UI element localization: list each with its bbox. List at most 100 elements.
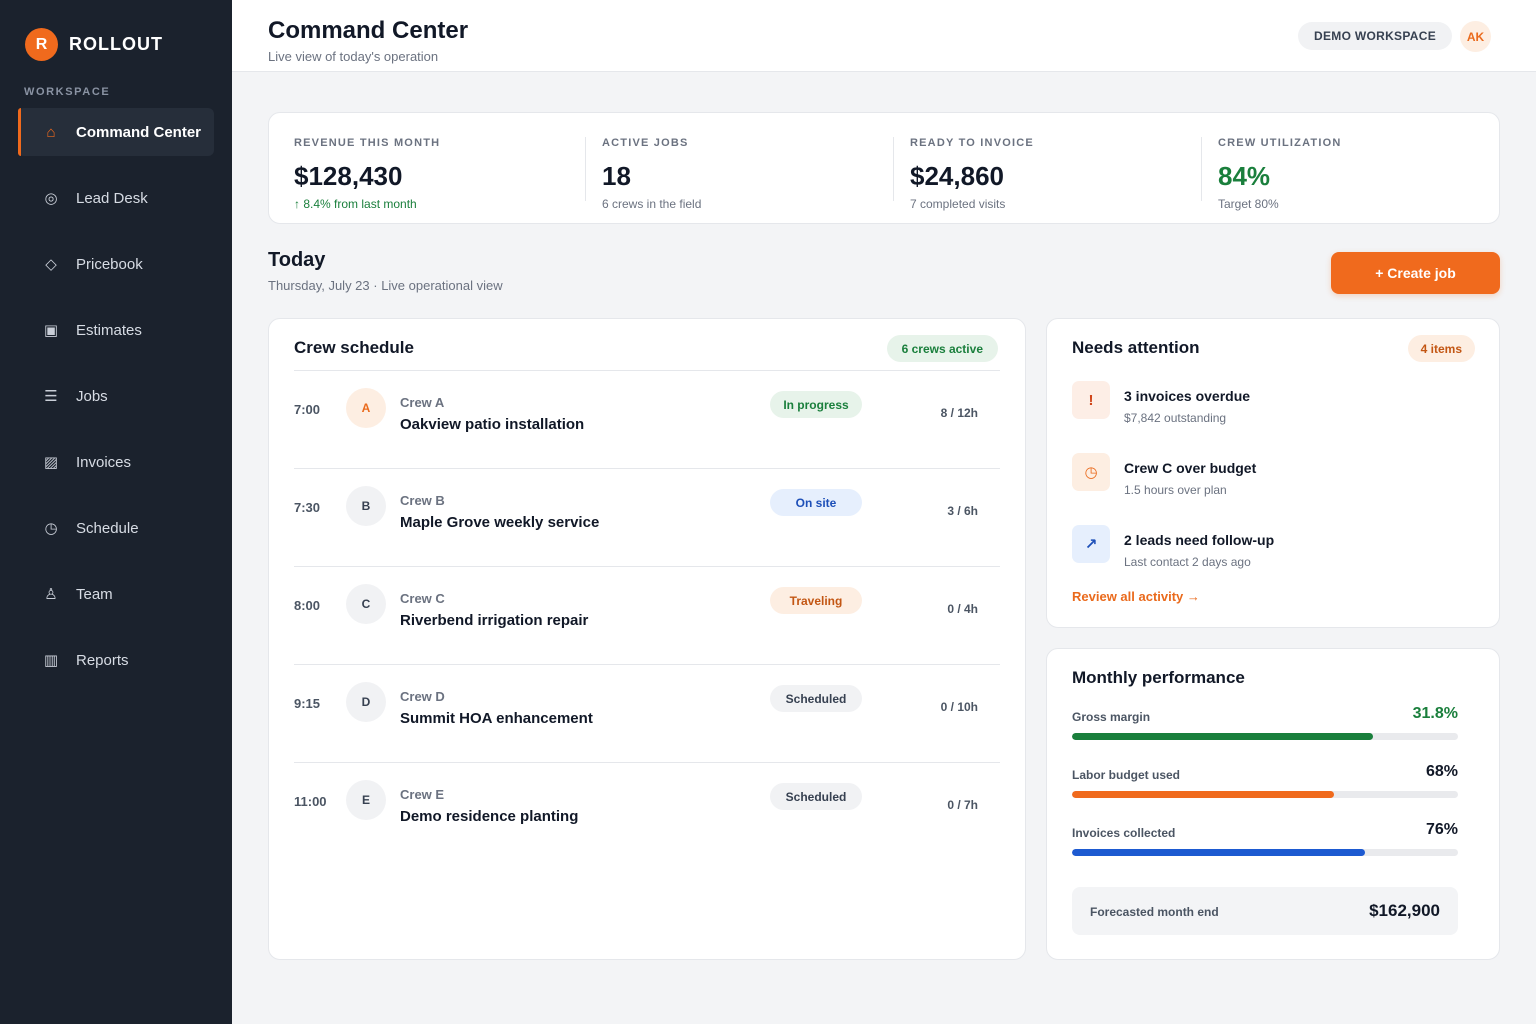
today-title: Today: [268, 249, 326, 271]
attention-item[interactable]: ! 3 invoices overdue $7,842 outstanding: [1072, 381, 1472, 431]
kpi-label: REVENUE THIS MONTH: [294, 137, 441, 149]
crew-name: Crew A: [400, 395, 445, 410]
needs-attention-card: Needs attention 4 items ! 3 invoices over…: [1046, 318, 1500, 628]
invoice-icon: ▨: [43, 454, 59, 471]
hours-progress: 0 / 10h: [940, 700, 978, 714]
job-name[interactable]: Maple Grove weekly service: [400, 514, 600, 531]
metric-gross-margin: Gross margin 31.8%: [1072, 703, 1458, 743]
sidebar-item-label: Lead Desk: [76, 189, 148, 207]
kpi-value: 84%: [1218, 161, 1271, 191]
sidebar-item-jobs[interactable]: ☰ Jobs: [18, 372, 214, 420]
attention-detail: 1.5 hours over plan: [1124, 483, 1227, 497]
schedule-row[interactable]: 9:15 D Crew D Summit HOA enhancement Schedul…: [294, 665, 1000, 763]
metric-value: 76%: [1425, 821, 1458, 838]
kpi-card: REVENUE THIS MONTH $128,430 ↑ 8.4% from la…: [268, 112, 1500, 224]
progress-bar-track: [1072, 733, 1458, 740]
workspace-switcher[interactable]: DEMO WORKSPACE: [1298, 22, 1452, 50]
page-title: Command Center: [268, 17, 469, 44]
sidebar-item-pricebook[interactable]: ◇ Pricebook: [18, 240, 214, 288]
attention-item[interactable]: ◷ Crew C over budget 1.5 hours over plan: [1072, 453, 1472, 503]
metric-label: Gross margin: [1072, 710, 1151, 724]
kpi-value: $24,860: [910, 161, 1004, 191]
user-avatar[interactable]: AK: [1460, 21, 1491, 52]
divider: [294, 468, 1000, 469]
brand[interactable]: R ROLLOUT: [25, 28, 163, 61]
metric-label: Invoices collected: [1072, 826, 1176, 840]
sidebar-item-schedule[interactable]: ◷ Schedule: [18, 504, 214, 552]
job-name[interactable]: Riverbend irrigation repair: [400, 612, 589, 629]
sidebar-item-label: Team: [76, 585, 113, 603]
kpi-divider: [585, 137, 586, 201]
metric-labor-budget-used: Labor budget used 68%: [1072, 761, 1458, 801]
job-name[interactable]: Demo residence planting: [400, 808, 579, 825]
sidebar-item-invoices[interactable]: ▨ Invoices: [18, 438, 214, 486]
hours-progress: 0 / 7h: [947, 798, 978, 812]
sidebar-item-label: Invoices: [76, 453, 132, 471]
sidebar-item-label: Schedule: [76, 519, 139, 537]
sidebar-item-team[interactable]: ♙ Team: [18, 570, 214, 618]
clock-icon: ◷: [44, 520, 58, 537]
schedule-row[interactable]: 7:00 A Crew A Oakview patio installation In …: [294, 371, 1000, 469]
attention-title: Crew C over budget: [1124, 460, 1257, 476]
clock-icon: ◷: [1072, 453, 1110, 491]
crew-avatar: E: [346, 780, 386, 820]
crews-active-badge: 6 crews active: [886, 335, 998, 362]
items-count-badge: 4 items: [1407, 335, 1475, 362]
sidebar-item-reports[interactable]: ▥ Reports: [18, 636, 214, 684]
sidebar-item-estimates[interactable]: ▣ Estimates: [18, 306, 214, 354]
forecast-value: $162,900: [1369, 901, 1440, 920]
status-badge: Scheduled: [770, 685, 862, 712]
metric-invoices-collected: Invoices collected 76%: [1072, 819, 1458, 859]
create-job-button[interactable]: + Create job: [1331, 252, 1500, 294]
metric-value: 31.8%: [1412, 705, 1458, 722]
review-all-activity-link[interactable]: Review all activity →: [1072, 589, 1200, 604]
attention-title: 2 leads need follow-up: [1124, 532, 1275, 548]
forecast-label: Forecasted month end: [1090, 905, 1219, 919]
progress-bar-track: [1072, 791, 1458, 798]
target-icon: ◎: [44, 190, 58, 207]
kpi-label: READY TO INVOICE: [910, 137, 1034, 149]
crew-avatar: D: [346, 682, 386, 722]
kpi-divider: [893, 137, 894, 201]
hours-progress: 0 / 4h: [947, 602, 978, 616]
schedule-row[interactable]: 7:30 B Crew B Maple Grove weekly service On …: [294, 469, 1000, 567]
kpi-value: 18: [602, 161, 631, 191]
schedule-row[interactable]: 11:00 E Crew E Demo residence planting Sched…: [294, 763, 1000, 861]
home-icon: ⌂: [46, 123, 56, 141]
crew-schedule-title: Crew schedule: [294, 338, 414, 357]
row-time: 11:00: [294, 794, 327, 809]
diamond-icon: ◇: [45, 256, 57, 273]
hours-progress: 3 / 6h: [947, 504, 978, 518]
sidebar-item-lead-desk[interactable]: ◎ Lead Desk: [18, 174, 214, 222]
sidebar-item-command-center[interactable]: ⌂ Command Center: [18, 108, 214, 156]
list-icon: ☰: [44, 388, 58, 405]
kpi-crew-utilization: CREW UTILIZATION 84% Target 80%: [1218, 113, 1478, 223]
row-time: 7:00: [294, 402, 321, 417]
sidebar-item-label: Command Center: [76, 123, 202, 141]
schedule-row[interactable]: 8:00 C Crew C Riverbend irrigation repair Tr…: [294, 567, 1000, 665]
status-badge: In progress: [770, 391, 862, 418]
progress-bar-fill: [1072, 791, 1335, 798]
sidebar-item-label: Jobs: [76, 387, 108, 405]
crew-schedule-card: Crew schedule 6 crews active 7:00 A Crew A…: [268, 318, 1026, 960]
alert-icon: !: [1072, 381, 1110, 419]
crew-avatar: A: [346, 388, 386, 428]
brand-logo: R: [25, 28, 58, 61]
monthly-performance-title: Monthly performance: [1072, 668, 1245, 687]
kpi-value: $128,430: [294, 161, 403, 191]
sidebar-nav: ⌂ Command Center ◎ Lead Desk ◇ Pricebook ▣ Esti…: [18, 108, 214, 702]
sidebar-item-label: Reports: [76, 651, 129, 669]
job-name[interactable]: Oakview patio installation: [400, 416, 585, 433]
kpi-subtext: ↑ 8.4% from last month: [294, 197, 417, 211]
crew-name: Crew C: [400, 591, 445, 606]
job-name[interactable]: Summit HOA enhancement: [400, 710, 593, 727]
metric-value: 68%: [1425, 763, 1458, 780]
status-badge: On site: [770, 489, 862, 516]
attention-item[interactable]: ↗ 2 leads need follow-up Last contact 2 da…: [1072, 525, 1472, 575]
top-header: Command Center Live view of today's oper…: [232, 0, 1536, 72]
divider: [294, 664, 1000, 665]
attention-detail: $7,842 outstanding: [1124, 411, 1227, 425]
kpi-label: ACTIVE JOBS: [602, 137, 689, 149]
row-time: 9:15: [294, 696, 321, 711]
crew-name: Crew D: [400, 689, 445, 704]
